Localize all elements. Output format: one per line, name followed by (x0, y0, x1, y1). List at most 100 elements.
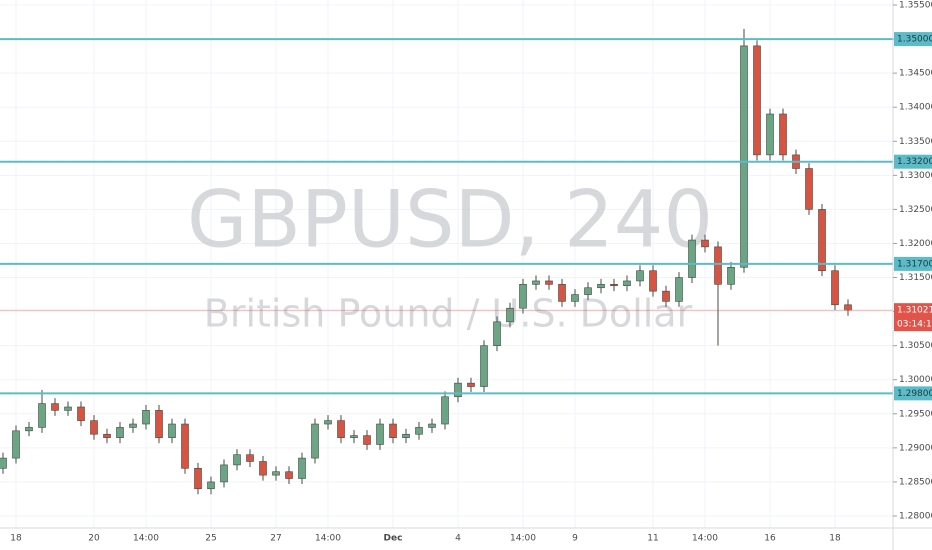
candle-body (168, 423, 176, 438)
candle-body (675, 277, 683, 302)
x-tick-label: 11 (647, 534, 658, 544)
candle-body (38, 403, 46, 428)
axes: 1.35500 1.35000 1.34500 1.34000 1.33500 1.330… (10, 1, 932, 544)
level-label: 1.33200 (897, 157, 932, 167)
candle-body (363, 435, 371, 445)
candle-body (64, 406, 72, 411)
candle-body (597, 284, 605, 289)
candle-body (259, 461, 267, 476)
level-label-box (894, 256, 932, 271)
candle-body (350, 435, 358, 438)
candle-body (766, 113, 774, 156)
candle-body (220, 464, 228, 483)
x-tick-label: 20 (88, 534, 100, 544)
y-tick-label: 1.28500 (899, 477, 932, 487)
level-label: 1.35000 (897, 35, 932, 45)
candle-body (246, 454, 254, 462)
candle-body (649, 270, 657, 292)
candle-body (441, 396, 449, 425)
x-tick-label: 14:00 (692, 534, 718, 544)
last-price-box (894, 303, 932, 332)
candle-body (298, 457, 306, 479)
candle-body (571, 294, 579, 302)
candle-body (311, 423, 319, 459)
plot (0, 28, 893, 495)
level-label: 1.31700 (897, 259, 932, 269)
candle-body (844, 304, 852, 311)
x-tick-label: 14:00 (315, 534, 341, 544)
candle-body (90, 420, 98, 435)
x-tick-label: 14:00 (510, 534, 536, 544)
candle-body (389, 423, 397, 438)
candle-body (714, 246, 722, 285)
level-label: 1.29800 (897, 389, 932, 399)
candle-body (415, 427, 423, 435)
y-tick-label: 1.32000 (899, 239, 932, 249)
candle-body (376, 423, 384, 445)
level-label-box (894, 32, 932, 47)
candle-body (285, 471, 293, 479)
candle-body (480, 345, 488, 387)
y-tick-label: 1.31500 (899, 273, 932, 283)
candle-body (519, 284, 527, 309)
candle-body (779, 113, 787, 156)
y-tick-label: 1.28000 (899, 512, 932, 522)
candle-body (233, 454, 241, 466)
candle-body (116, 427, 124, 438)
candle-body (688, 239, 696, 278)
last-price-label: 1.31021 (897, 306, 932, 316)
level-label-box (894, 386, 932, 401)
candle-body (623, 280, 631, 287)
candle-body (194, 468, 202, 490)
candle-body (493, 321, 501, 346)
candle-body (142, 410, 150, 425)
countdown-label: 03:14:10 (897, 320, 932, 330)
y-tick-label: 1.30000 (899, 375, 932, 385)
x-tick-label: 9 (572, 534, 578, 544)
candle-body (12, 430, 20, 459)
x-tick-label: 18 (10, 534, 22, 544)
x-tick-label: 4 (455, 534, 461, 544)
watermark-description: British Pound / U.S. Dollar (204, 292, 693, 336)
candle-body (337, 420, 345, 438)
candle-body (324, 420, 332, 425)
y-tick-label: 1.33000 (899, 171, 932, 181)
x-tick-label: 14:00 (133, 534, 159, 544)
level-label-box (894, 154, 932, 169)
y-tick-label: 1.33500 (899, 137, 932, 147)
candle-body (636, 270, 644, 282)
candle-body (155, 410, 163, 438)
watermark-symbol: GBPUSD, 240 (187, 175, 713, 265)
candle-body (662, 290, 670, 302)
candle-body (207, 481, 215, 490)
candle-body (0, 457, 7, 469)
candle-body (103, 433, 111, 438)
x-tick-label: 16 (764, 534, 776, 544)
y-tick-label: 1.32500 (899, 205, 932, 215)
candle-body (467, 382, 475, 387)
candle-body (558, 284, 566, 302)
y-tick-label: 1.29000 (899, 443, 932, 453)
candle-body (272, 471, 280, 476)
candle-body (402, 433, 410, 438)
candle-body (506, 307, 514, 323)
candle-body (129, 423, 137, 428)
y-tick-label: 1.34500 (899, 69, 932, 79)
candle-body (25, 427, 33, 432)
y-tick-label: 1.30500 (899, 341, 932, 351)
candle-body (532, 280, 540, 285)
candle-body (701, 239, 709, 248)
x-tick-label: 27 (270, 534, 281, 544)
candle-body (727, 267, 735, 285)
y-tick-label: 1.29500 (899, 409, 932, 419)
candle-body (181, 423, 189, 469)
candle-body (831, 270, 839, 306)
y-tick-label: 1.34000 (899, 103, 932, 113)
candle-body (610, 284, 618, 287)
y-tick-label: 1.35500 (899, 1, 932, 11)
candle-body (805, 168, 813, 210)
candle-body (818, 209, 826, 272)
x-tick-label: 18 (829, 534, 841, 544)
